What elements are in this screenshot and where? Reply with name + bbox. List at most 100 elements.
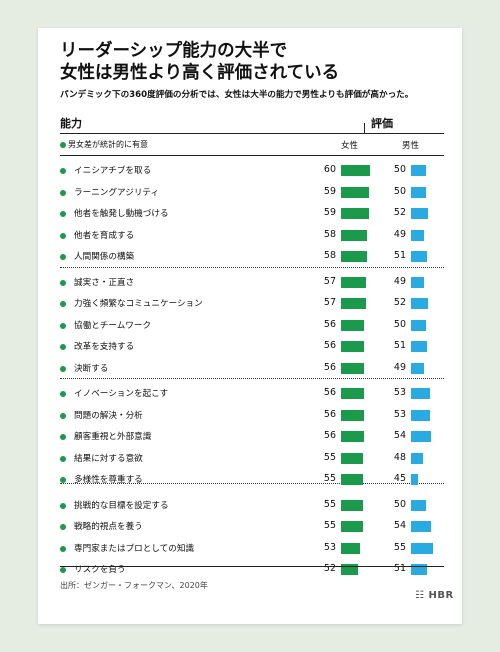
chart-title: リーダーシップ能力の大半で 女性は男性より高く評価されている [60, 40, 450, 84]
chart-row: ラーニングアジリティ 59 50 [38, 183, 462, 203]
male-value-label: 53 [393, 387, 406, 398]
category-label: 誠実さ・正直さ [74, 277, 135, 288]
male-bar [411, 564, 427, 575]
male-bar [411, 251, 427, 262]
chart-subtitle: パンデミック下の360度評価の分析では、女性は大半の能力で男性よりも評価が高かっ… [60, 90, 414, 100]
male-bar [411, 388, 430, 399]
female-value-label: 57 [323, 275, 336, 287]
male-bar [411, 276, 425, 288]
significance-dot-icon [60, 412, 66, 419]
chart-row: 結果に対する意欲 55 48 [38, 449, 462, 469]
chart-row: 挑戦的な目標を設定する 55 50 [38, 496, 462, 516]
female-bar [341, 298, 366, 309]
chart-row: 戦略的視点を養う 55 54 [38, 517, 462, 537]
group-divider-2 [60, 378, 444, 379]
chart-row: 改革を支持する 56 51 [38, 337, 462, 357]
female-bar [341, 362, 365, 374]
female-bar [341, 388, 365, 399]
female-value-label: 55 [323, 520, 336, 531]
male-bar [411, 409, 430, 421]
male-bar [411, 229, 425, 241]
female-bar [341, 229, 368, 241]
hbr-shield-icon: ☷ [415, 590, 425, 601]
significance-dot-icon [60, 189, 66, 196]
source-note: 出所：ゼンガー・フォークマン、2020年 [60, 581, 208, 590]
male-value-label: 52 [393, 207, 406, 218]
category-label: 他者を触発し動機づける [74, 209, 169, 219]
female-bar [341, 474, 363, 485]
group-divider-3 [60, 483, 444, 484]
female-value-label: 53 [323, 541, 336, 553]
female-bar [341, 542, 360, 554]
chart-row: 顧客重視と外部意識 56 54 [38, 427, 462, 447]
category-label: 人間関係の構築 [74, 252, 135, 262]
male-bar [411, 521, 432, 532]
category-label: イノベーションを起こす [74, 389, 169, 399]
category-label: 改革を支持する [74, 342, 135, 352]
male-value-label: 50 [393, 318, 406, 330]
chart-card: リーダーシップ能力の大半で 女性は男性より高く評価されている パンデミック下の3… [38, 28, 462, 624]
male-bar [411, 186, 426, 198]
chart-row: リスクを負う 52 51 [38, 560, 462, 580]
female-value-label: 56 [323, 318, 336, 330]
female-value-label: 55 [323, 473, 336, 484]
female-value-label: 56 [323, 430, 336, 441]
female-value-label: 56 [323, 387, 336, 398]
male-value-label: 54 [393, 430, 406, 441]
significance-dot-icon [60, 322, 66, 329]
significance-dot-icon [60, 477, 66, 483]
male-bar [411, 319, 426, 331]
significance-dot-icon [60, 232, 66, 239]
female-value-label: 57 [323, 297, 336, 308]
category-label: 戦略的視点を養う [74, 522, 143, 532]
male-bar [411, 298, 429, 309]
significance-dot-icon [60, 502, 66, 509]
significance-dot-icon [60, 455, 66, 462]
chart-row: 決断する 56 49 [38, 359, 462, 379]
chart-row: イニシアチブを取る 60 50 [38, 161, 462, 181]
significance-legend: 男女差が統計的に有意 [60, 139, 148, 150]
male-value-label: 49 [393, 228, 406, 240]
female-bar [341, 276, 366, 288]
female-value-label: 58 [323, 250, 336, 261]
category-label: 専門家またはプロとしての知識 [74, 543, 195, 554]
female-bar [341, 251, 368, 262]
male-bar [411, 474, 419, 485]
rating-divider [364, 123, 365, 133]
male-bar [411, 165, 426, 176]
significance-dot-icon [60, 365, 66, 372]
category-label: 協働とチームワーク [74, 320, 152, 331]
female-bar [341, 499, 363, 511]
significance-legend-text: 男女差が統計的に有意 [68, 140, 148, 149]
male-value-label: 50 [393, 185, 406, 197]
title-line-1: リーダーシップ能力の大半で [60, 41, 288, 61]
chart-row: 協働とチームワーク 56 50 [38, 316, 462, 336]
female-bar [341, 208, 369, 219]
chart-row: 問題の解決・分析 56 53 [38, 406, 462, 426]
hbr-logo-text: HBR [428, 590, 454, 601]
female-value-label: 59 [323, 207, 336, 218]
significance-dot-icon [60, 141, 66, 148]
title-line-2: 女性は男性より高く評価されている [60, 63, 340, 83]
column-header-rule [60, 155, 444, 156]
significance-dot-icon [60, 301, 66, 307]
category-label: 他者を育成する [74, 230, 135, 241]
male-bar [411, 362, 425, 374]
category-label: イニシアチブを取る [74, 166, 152, 176]
male-value-label: 49 [393, 361, 406, 373]
group-divider-1 [60, 267, 444, 268]
male-bar [411, 542, 433, 554]
female-value-label: 56 [323, 408, 336, 420]
male-value-label: 52 [393, 297, 406, 308]
male-value-label: 54 [393, 520, 406, 531]
chart-row: イノベーションを起こす 56 53 [38, 384, 462, 404]
male-value-label: 51 [393, 340, 406, 351]
female-value-label: 59 [323, 185, 336, 197]
significance-dot-icon [60, 168, 66, 174]
significance-dot-icon [60, 391, 66, 397]
chart-row: 他者を触発し動機づける 59 52 [38, 204, 462, 224]
ability-header: 能力 [60, 117, 82, 130]
male-value-label: 49 [393, 275, 406, 287]
female-value-label: 55 [323, 451, 336, 463]
male-value-label: 48 [393, 451, 406, 463]
